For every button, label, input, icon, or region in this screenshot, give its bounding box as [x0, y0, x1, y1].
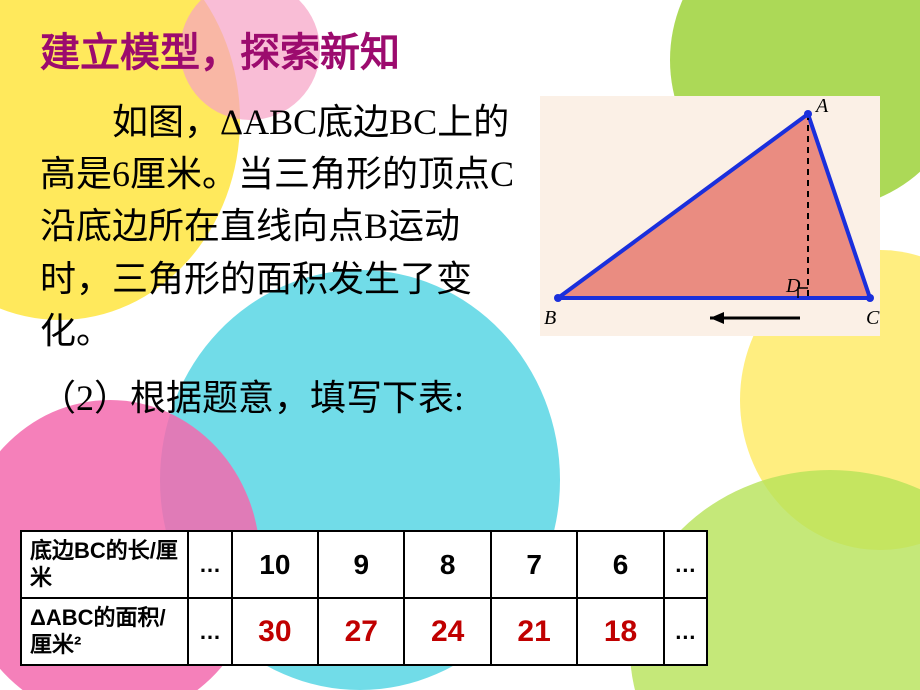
bc-cell: 10 — [232, 531, 318, 598]
table-row: ΔABC的面积/厘米² … 30 27 24 21 18 … — [21, 598, 707, 665]
area-cell: 18 — [577, 598, 663, 665]
area-cell: 21 — [491, 598, 577, 665]
question-2: （2）根据题意，填写下表: — [40, 369, 880, 421]
bc-cell: 7 — [491, 531, 577, 598]
data-table: 底边BC的长/厘米 … 10 9 8 7 6 … ΔABC的面积/厘米² … 3… — [20, 530, 708, 666]
area-cell: 30 — [232, 598, 318, 665]
svg-text:C: C — [866, 307, 880, 329]
svg-text:B: B — [544, 307, 556, 329]
ellipsis-cell: … — [664, 531, 707, 598]
bc-cell: 9 — [318, 531, 404, 598]
svg-text:D: D — [785, 275, 801, 297]
table-row: 底边BC的长/厘米 … 10 9 8 7 6 … — [21, 531, 707, 598]
slide-content: 建立模型，探索新知 如图，ΔABC底边BC上的高是6厘米。当三角形的顶点C沿底边… — [0, 0, 920, 441]
data-table-wrap: 底边BC的长/厘米 … 10 9 8 7 6 … ΔABC的面积/厘米² … 3… — [20, 530, 708, 666]
ellipsis-cell: … — [188, 598, 231, 665]
problem-text: 如图，ΔABC底边BC上的高是6厘米。当三角形的顶点C沿底边所在直线向点B运动时… — [40, 96, 530, 357]
ellipsis-cell: … — [664, 598, 707, 665]
row-header-area: ΔABC的面积/厘米² — [21, 598, 188, 665]
bc-cell: 8 — [404, 531, 490, 598]
row-header-bc: 底边BC的长/厘米 — [21, 531, 188, 598]
bc-cell: 6 — [577, 531, 663, 598]
ellipsis-cell: … — [188, 531, 231, 598]
area-cell: 27 — [318, 598, 404, 665]
area-cell: 24 — [404, 598, 490, 665]
section-title: 建立模型，探索新知 — [40, 20, 880, 78]
svg-text:A: A — [814, 96, 829, 117]
triangle-figure: A B C D — [540, 96, 880, 336]
